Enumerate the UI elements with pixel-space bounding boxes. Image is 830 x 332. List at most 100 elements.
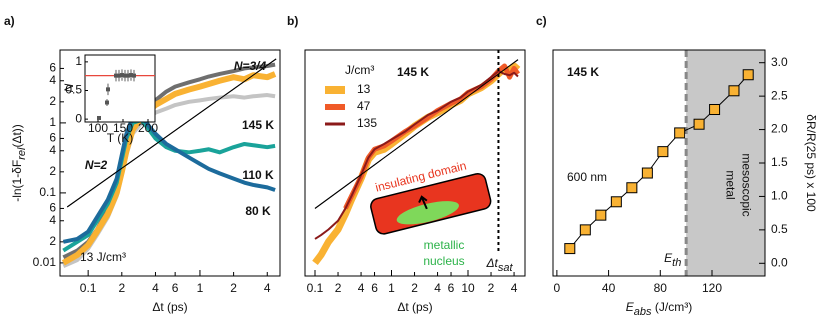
data-line <box>314 70 519 240</box>
y-tick-label: 0.1 <box>39 185 56 199</box>
data-point <box>564 243 576 255</box>
x-tick-label: 40 <box>602 281 616 295</box>
data-point <box>610 196 622 208</box>
data-point <box>742 69 754 81</box>
y-tick-label: 4 <box>49 143 56 157</box>
x-tick-label: 4 <box>152 281 159 295</box>
inset-point <box>132 73 136 78</box>
data-point <box>641 167 653 179</box>
series-label: 145 K <box>242 118 274 132</box>
y-tick-label: 1.5 <box>771 155 788 169</box>
y-tick-label: 1.0 <box>771 189 788 203</box>
nucleus-label: nucleus <box>423 254 464 268</box>
region-label: metal <box>723 170 737 199</box>
data-line <box>62 112 276 244</box>
inset-x-label: T (K) <box>107 131 133 145</box>
legend-label: 13 <box>357 82 371 96</box>
series-label: 80 K <box>245 204 271 218</box>
threshold-subscript: th <box>672 257 681 269</box>
x-label-unit: (J/cm³) <box>652 300 693 314</box>
y-tick-label: 2.0 <box>771 122 788 136</box>
inset-point <box>114 73 118 78</box>
x-tick-label: 6 <box>448 281 455 295</box>
axes-frame <box>552 49 766 277</box>
x-tick-label: 2 <box>118 281 125 295</box>
x-tick-label: 2 <box>335 281 342 295</box>
y-label-subscript: rel <box>16 147 28 160</box>
x-tick-label: 4 <box>264 281 271 295</box>
y-label-part: (Δt)) <box>10 124 24 147</box>
inset-point <box>126 73 130 78</box>
x-tick-label: 6 <box>172 281 179 295</box>
inset-y-tick-label: 0 <box>75 111 82 125</box>
nucleus-arrow <box>418 195 428 210</box>
data-point <box>626 182 638 194</box>
region-label: mesoscopic <box>739 153 753 216</box>
y-tick-label: 6 <box>49 131 56 145</box>
x-tick-label: 80 <box>654 281 668 295</box>
x-tick-label: 4 <box>434 281 441 295</box>
y-tick-label: 4 <box>49 213 56 227</box>
inset-point <box>120 73 124 78</box>
data-point <box>595 209 607 221</box>
x-tick-label: 6 <box>371 281 378 295</box>
y-tick-label: 2.5 <box>771 88 788 102</box>
x-label-symbol: E <box>626 300 635 314</box>
panel-label: b) <box>287 14 298 28</box>
inset-point <box>97 115 101 120</box>
shaded-region <box>686 50 765 276</box>
data-line <box>62 118 276 253</box>
annotation: N=3/4 <box>234 59 267 73</box>
saturation-symbol: Δt <box>485 256 498 270</box>
inset: 100 150 200 0 0.5 1 T (K) N <box>62 54 158 145</box>
data-line <box>312 62 521 266</box>
x-tick-label: 2 <box>488 281 495 295</box>
y-tick-label: 0.01 <box>33 255 57 269</box>
inset-point <box>129 73 133 78</box>
inset-x-tick-label: 100 <box>88 121 108 135</box>
x-tick-label: 2 <box>411 281 418 295</box>
data-point <box>657 146 669 158</box>
inset-x-tick-label: 200 <box>138 121 158 135</box>
y-tick-label: 4 <box>49 73 56 87</box>
x-axis-label: Δt (ps) <box>152 300 187 314</box>
y-tick-label: 0.0 <box>771 255 788 269</box>
axes-frame <box>59 49 281 277</box>
x-tick-label: 10 <box>461 281 475 295</box>
y-tick-label: 2 <box>49 234 56 248</box>
inset-point <box>106 87 110 92</box>
domain-schematic: insulating domain <box>370 158 492 235</box>
x-tick-label: 0.1 <box>307 281 324 295</box>
x-tick-label: 1 <box>388 281 395 295</box>
panel-label: c) <box>536 14 547 28</box>
y-tick-label: 2 <box>49 164 56 178</box>
x-axis-label: Eabs (J/cm³) <box>626 300 692 318</box>
axes-frame <box>304 49 526 277</box>
data-point <box>709 104 721 116</box>
x-tick-label: 0.1 <box>80 281 97 295</box>
x-axis-label: Δt (ps) <box>397 300 432 314</box>
metallic-nucleus <box>396 201 459 225</box>
data-point <box>728 85 740 97</box>
data-point <box>579 224 591 236</box>
annotation: N=2 <box>85 158 108 172</box>
inset-frame <box>84 54 156 123</box>
x-tick-label: 1 <box>197 281 204 295</box>
x-tick-label: 4 <box>511 281 518 295</box>
data-point <box>674 127 686 139</box>
legend-title: J/cm³ <box>345 63 374 77</box>
series-label: 110 K <box>242 168 274 182</box>
x-tick-label: 0 <box>554 281 561 295</box>
threshold-symbol: E <box>664 251 673 265</box>
inset-x-tick-label: 150 <box>113 121 133 135</box>
y-axis-label: δR/R(25 ps) x 100 <box>804 114 818 212</box>
x-label-subscript: abs <box>634 306 652 318</box>
fit-line <box>314 59 519 209</box>
legend-label: 47 <box>357 99 371 113</box>
saturation-label: Δtsat <box>485 256 513 274</box>
inset-y-label: N <box>62 83 76 92</box>
nucleus-label: metallic <box>424 238 465 252</box>
